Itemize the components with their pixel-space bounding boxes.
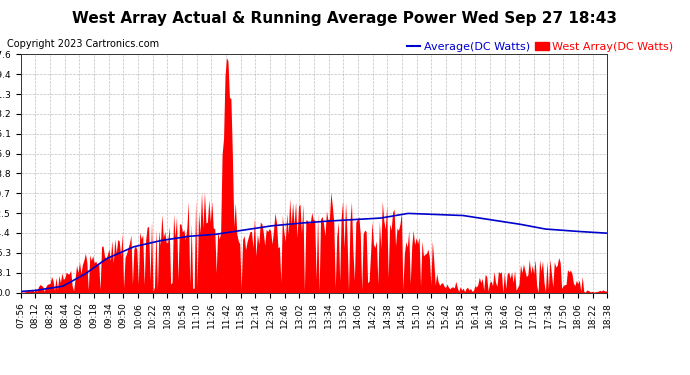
Legend: Average(DC Watts), West Array(DC Watts): Average(DC Watts), West Array(DC Watts) (402, 38, 678, 56)
Text: Copyright 2023 Cartronics.com: Copyright 2023 Cartronics.com (7, 39, 159, 50)
Text: West Array Actual & Running Average Power Wed Sep 27 18:43: West Array Actual & Running Average Powe… (72, 11, 618, 26)
